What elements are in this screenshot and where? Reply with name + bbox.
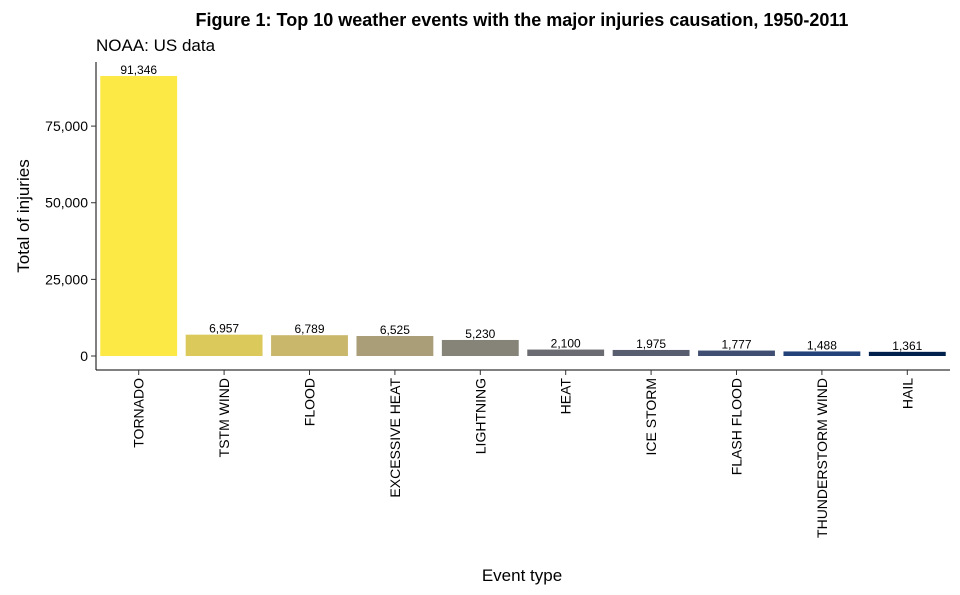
data-labels-layer: 91,346 6,957 6,789 6,525 5,230 2,100 1,975 1,77… xyxy=(120,63,922,353)
data-label-hail: 1,361 xyxy=(892,339,922,353)
data-label-excessive-heat: 6,525 xyxy=(380,323,410,337)
bar-flash-flood xyxy=(698,350,775,357)
bar-flood xyxy=(271,335,348,357)
chart-title: Figure 1: Top 10 weather events with the… xyxy=(196,10,849,30)
data-label-flood: 6,789 xyxy=(294,322,324,336)
data-label-ice-storm: 1,975 xyxy=(636,337,666,351)
x-axis-ticks: TORNADO TSTM WIND FLOOD EXCESSIVE HEAT LIGHT… xyxy=(131,370,915,538)
x-tick-label-ice-storm: ICE STORM xyxy=(643,378,659,456)
x-tick-label-thunderstorm-wind: THUNDERSTORM WIND xyxy=(814,378,830,538)
chart-subtitle: NOAA: US data xyxy=(96,36,216,55)
bar-ice-storm xyxy=(612,349,690,357)
y-axis-ticks: 0 25,000 50,000 75,000 xyxy=(45,118,96,364)
bar-hail xyxy=(868,351,946,357)
y-tick-label: 50,000 xyxy=(45,195,88,211)
data-label-flash-flood: 1,777 xyxy=(721,338,751,352)
data-label-lightning: 5,230 xyxy=(465,327,495,341)
bar-tstm-wind xyxy=(185,334,263,357)
bar-thunderstorm-wind xyxy=(783,351,861,357)
bar-heat xyxy=(527,349,605,357)
y-tick-label: 75,000 xyxy=(45,118,88,134)
y-tick-label: 0 xyxy=(80,348,88,364)
data-label-thunderstorm-wind: 1,488 xyxy=(807,338,837,352)
x-tick-label-heat: HEAT xyxy=(558,378,574,415)
y-axis-title: Total of injuries xyxy=(14,159,33,272)
x-tick-label-tstm-wind: TSTM WIND xyxy=(216,378,232,457)
x-tick-label-excessive-heat: EXCESSIVE HEAT xyxy=(387,378,403,498)
x-tick-label-tornado: TORNADO xyxy=(131,378,147,448)
bar-excessive-heat xyxy=(356,335,434,357)
data-label-tornado: 91,346 xyxy=(120,63,157,77)
data-label-heat: 2,100 xyxy=(551,337,581,351)
x-tick-label-hail: HAIL xyxy=(899,378,915,409)
bars-layer xyxy=(100,75,946,357)
data-label-tstm-wind: 6,957 xyxy=(209,322,239,336)
x-tick-label-flash-flood: FLASH FLOOD xyxy=(729,378,745,475)
bar-tornado xyxy=(100,75,178,357)
x-tick-label-lightning: LIGHTNING xyxy=(472,378,488,454)
x-axis-title: Event type xyxy=(482,566,562,585)
bar-lightning xyxy=(441,339,519,357)
y-tick-label: 25,000 xyxy=(45,271,88,287)
x-tick-label-flood: FLOOD xyxy=(302,378,318,426)
